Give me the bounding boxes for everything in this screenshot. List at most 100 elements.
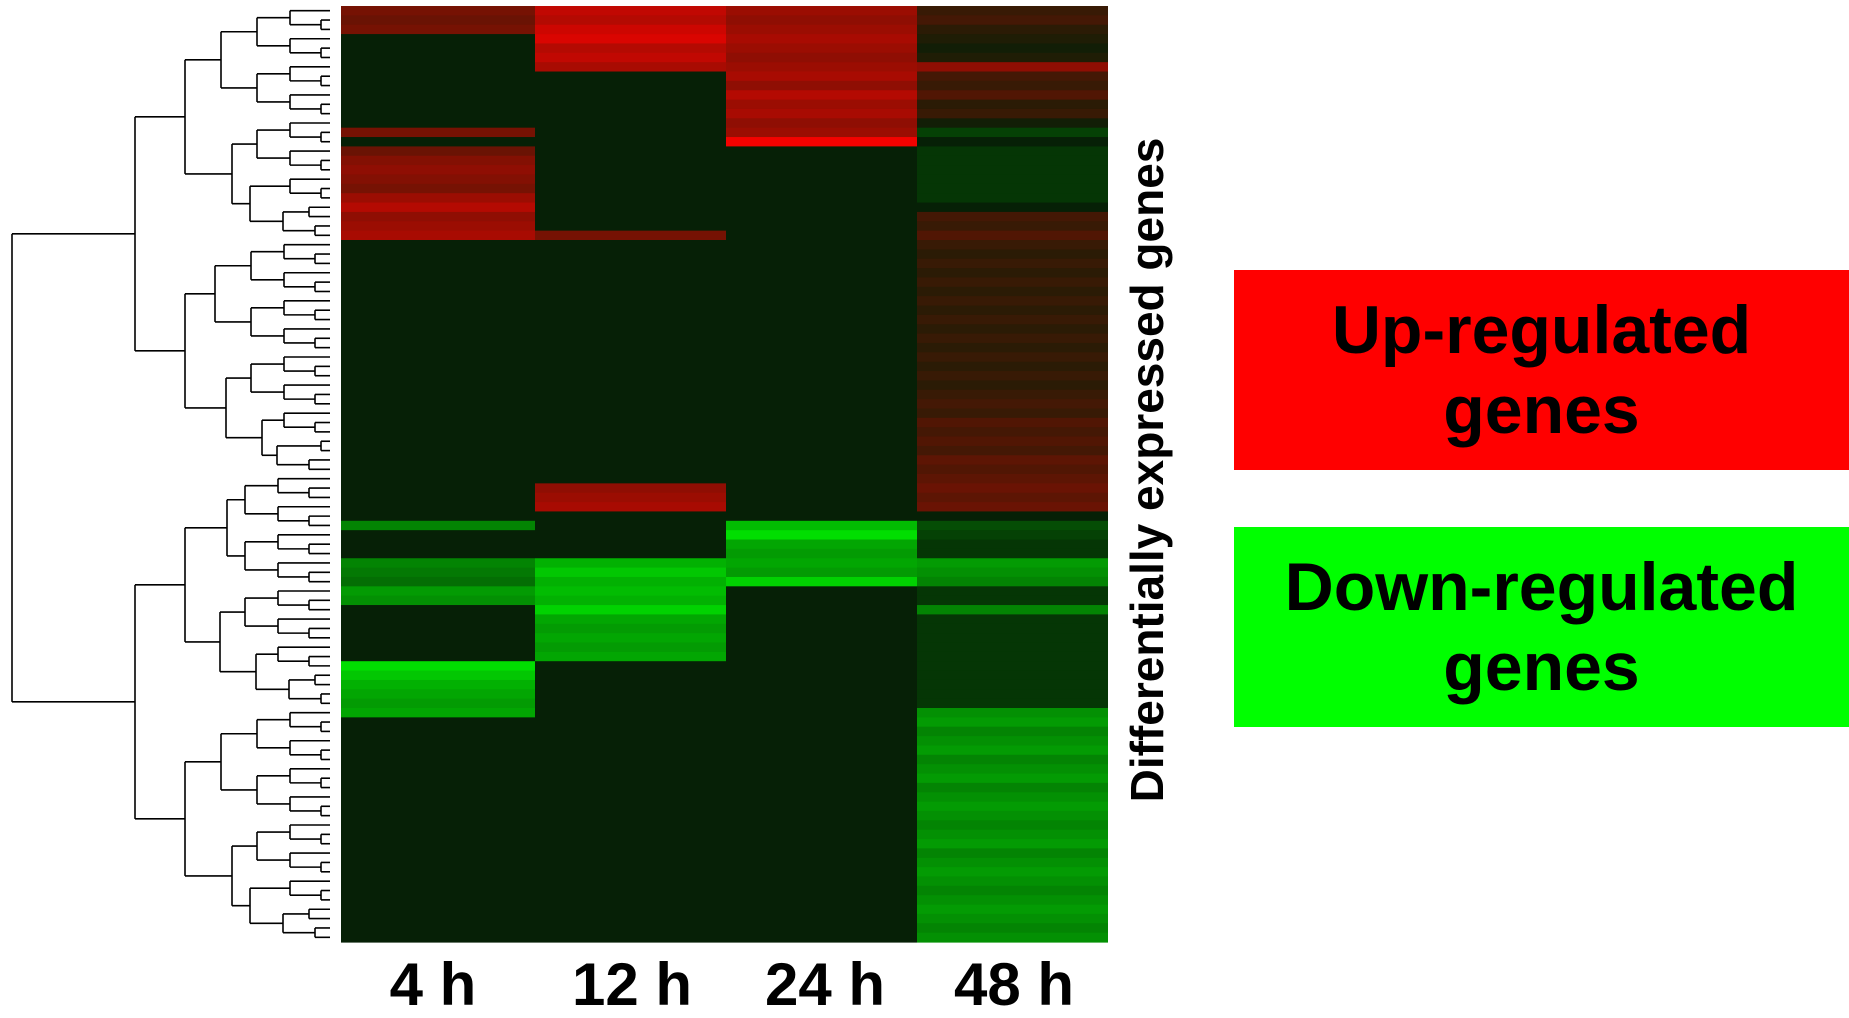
heatmap-cell-r67-c2 <box>726 633 917 644</box>
heatmap-cell-r74-c1 <box>535 698 726 709</box>
heatmap-cell-r47-c1 <box>535 445 726 456</box>
heatmap-cell-r45-c3 <box>917 427 1108 438</box>
heatmap-cell-r3-c0 <box>341 34 535 45</box>
heatmap-cell-r88-c1 <box>535 829 726 840</box>
heatmap-cell-r89-c0 <box>341 839 535 849</box>
heatmap-cell-r81-c3 <box>917 764 1108 775</box>
heatmap-cell-r54-c2 <box>726 511 917 522</box>
heatmap-cell-r34-c3 <box>917 324 1108 335</box>
heatmap-cell-r86-c1 <box>535 810 726 821</box>
heatmap-cell-r30-c3 <box>917 286 1108 297</box>
heatmap-cell-r96-c0 <box>341 904 535 915</box>
heatmap-cell-r92-c3 <box>917 867 1108 878</box>
heatmap-cell-r56-c3 <box>917 530 1108 541</box>
heatmap-cell-r3-c2 <box>726 34 917 45</box>
heatmap-cell-r54-c1 <box>535 511 726 522</box>
heatmap-cell-r49-c2 <box>726 464 917 475</box>
heatmap-cell-r86-c3 <box>917 810 1108 821</box>
heatmap-cell-r39-c0 <box>341 371 535 381</box>
heatmap-cell-r93-c1 <box>535 876 726 887</box>
heatmap-cell-r76-c3 <box>917 717 1108 728</box>
heatmap-cell-r83-c1 <box>535 782 726 793</box>
heatmap-cell-r17-c0 <box>341 165 535 176</box>
heatmap-cell-r70-c1 <box>535 661 726 672</box>
heatmap-cell-r59-c3 <box>917 558 1108 569</box>
legend-up-regulated: Up-regulated genes <box>1234 270 1849 470</box>
heatmap-cell-r31-c1 <box>535 296 726 307</box>
heatmap-cell-r75-c2 <box>726 708 917 718</box>
heatmap-cell-r18-c3 <box>917 174 1108 185</box>
heatmap-cell-r27-c3 <box>917 258 1108 269</box>
heatmap-cell-r65-c0 <box>341 614 535 625</box>
heatmap-cell-r78-c3 <box>917 736 1108 747</box>
heatmap-cell-r6-c2 <box>726 62 917 73</box>
heatmap-cell-r10-c0 <box>341 99 535 110</box>
heatmap-cell-r33-c1 <box>535 314 726 325</box>
heatmap-cell-r39-c3 <box>917 371 1108 381</box>
heatmap-cell-r61-c2 <box>726 576 917 587</box>
heatmap-cell-r78-c2 <box>726 736 917 747</box>
heatmap-cell-r89-c1 <box>535 839 726 849</box>
heatmap-cell-r68-c1 <box>535 642 726 653</box>
heatmap-cell-r65-c1 <box>535 614 726 625</box>
heatmap-cell-r64-c3 <box>917 605 1108 615</box>
heatmap-cell-r35-c2 <box>726 333 917 344</box>
heatmap-cell-r7-c2 <box>726 71 917 82</box>
heatmap-cell-r31-c0 <box>341 296 535 307</box>
heatmap-cell-r81-c0 <box>341 764 535 775</box>
heatmap-cell-r80-c1 <box>535 754 726 765</box>
heatmap-cell-r10-c1 <box>535 99 726 110</box>
heatmap-cell-r55-c2 <box>726 520 917 531</box>
heatmap-cell-r80-c0 <box>341 754 535 765</box>
heatmap-cell-r89-c3 <box>917 839 1108 849</box>
heatmap-cell-r47-c2 <box>726 445 917 456</box>
heatmap-cell-r95-c1 <box>535 895 726 906</box>
heatmap-cell-r15-c3 <box>917 146 1108 157</box>
heatmap-cell-r64-c1 <box>535 605 726 615</box>
heatmap-cell-r9-c3 <box>917 90 1108 101</box>
heatmap-cell-r71-c1 <box>535 670 726 681</box>
heatmap-cell-r5-c0 <box>341 52 535 63</box>
heatmap-cell-r1-c1 <box>535 15 726 26</box>
heatmap-cell-r83-c3 <box>917 782 1108 793</box>
heatmap-cell-r98-c0 <box>341 923 535 934</box>
heatmap-cell-r87-c0 <box>341 820 535 831</box>
heatmap-cell-r72-c0 <box>341 679 535 690</box>
heatmap-cell-r72-c3 <box>917 679 1108 690</box>
heatmap-cell-r33-c2 <box>726 314 917 325</box>
heatmap-cell-r38-c2 <box>726 361 917 372</box>
heatmap-cell-r13-c2 <box>726 127 917 138</box>
heatmap-cell-r0-c3 <box>917 6 1108 16</box>
heatmap-cell-r31-c3 <box>917 296 1108 307</box>
heatmap-cell-r24-c1 <box>535 230 726 241</box>
heatmap-cell-r15-c2 <box>726 146 917 157</box>
heatmap-cell-r4-c0 <box>341 43 535 54</box>
heatmap-cell-r45-c2 <box>726 427 917 438</box>
heatmap-cell-r50-c2 <box>726 474 917 484</box>
heatmap-cell-r51-c0 <box>341 483 535 494</box>
heatmap-cell-r51-c2 <box>726 483 917 494</box>
heatmap-cell-r4-c2 <box>726 43 917 54</box>
heatmap-cell-r63-c1 <box>535 595 726 606</box>
heatmap-cell-r99-c0 <box>341 932 535 943</box>
heatmap-cell-r56-c2 <box>726 530 917 541</box>
heatmap-cell-r17-c1 <box>535 165 726 176</box>
heatmap-cell-r52-c2 <box>726 492 917 503</box>
heatmap-cell-r94-c1 <box>535 885 726 896</box>
heatmap-cell-r87-c2 <box>726 820 917 831</box>
heatmap-cell-r17-c3 <box>917 165 1108 176</box>
heatmap-cell-r90-c0 <box>341 848 535 859</box>
heatmap-cell-r53-c1 <box>535 502 726 513</box>
heatmap-cell-r68-c0 <box>341 642 535 653</box>
heatmap-cell-r57-c3 <box>917 539 1108 550</box>
heatmap-cell-r2-c0 <box>341 24 535 35</box>
heatmap-cell-r18-c0 <box>341 174 535 185</box>
heatmap-cell-r9-c1 <box>535 90 726 101</box>
heatmap-cell-r59-c1 <box>535 558 726 569</box>
heatmap-cell-r91-c2 <box>726 857 917 868</box>
heatmap-cell-r60-c2 <box>726 567 917 578</box>
heatmap-cell-r88-c0 <box>341 829 535 840</box>
heatmap-cell-r77-c1 <box>535 726 726 737</box>
heatmap-cell-r35-c3 <box>917 333 1108 344</box>
heatmap-cell-r20-c1 <box>535 193 726 204</box>
